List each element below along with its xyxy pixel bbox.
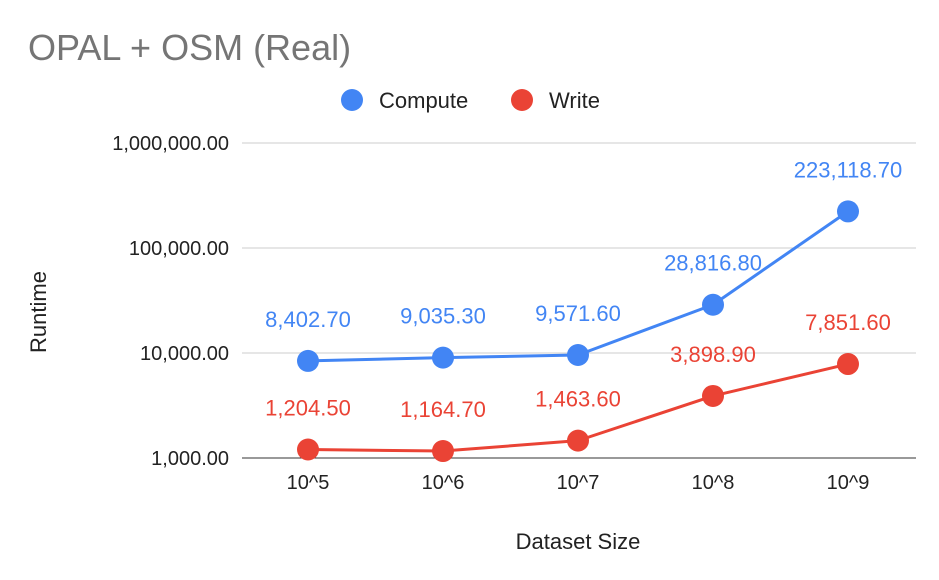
legend-label-compute: Compute	[379, 88, 468, 113]
legend-marker-compute	[341, 89, 363, 111]
data-label-write: 3,898.90	[670, 342, 756, 367]
data-point-write[interactable]	[837, 353, 859, 376]
series-layer	[297, 200, 859, 463]
data-point-compute[interactable]	[702, 293, 724, 316]
data-point-write[interactable]	[297, 438, 319, 461]
series-line-compute	[307, 210, 849, 363]
data-label-write: 1,164.70	[400, 397, 486, 422]
x-axis-ticks: 10^5 10^6 10^7 10^8 10^9	[287, 472, 870, 494]
x-tick-label: 10^8	[692, 472, 735, 494]
data-point-write[interactable]	[432, 440, 454, 463]
data-point-write[interactable]	[702, 384, 724, 407]
x-axis-title: Dataset Size	[516, 529, 641, 554]
x-tick-label: 10^6	[422, 472, 465, 494]
data-label-write: 1,204.50	[265, 396, 351, 421]
data-label-compute: 8,402.70	[265, 307, 351, 332]
legend[interactable]: Compute Write	[341, 88, 600, 113]
data-label-compute: 9,035.30	[400, 304, 486, 329]
legend-item-compute[interactable]: Compute	[341, 88, 468, 113]
data-point-compute[interactable]	[837, 200, 859, 223]
data-label-compute: 28,816.80	[664, 251, 762, 276]
y-tick-label: 10,000.00	[140, 343, 229, 365]
legend-marker-write	[511, 89, 533, 111]
data-labels: 8,402.70 9,035.30 9,571.60 28,816.80 223,118…	[265, 157, 902, 422]
x-tick-label: 10^5	[287, 472, 330, 494]
data-point-compute[interactable]	[567, 343, 589, 366]
y-tick-label: 1,000.00	[151, 448, 229, 470]
data-label-compute: 9,571.60	[535, 301, 621, 326]
data-point-write[interactable]	[567, 429, 589, 452]
legend-label-write: Write	[549, 88, 600, 113]
x-tick-label: 10^9	[827, 472, 870, 494]
data-point-compute[interactable]	[297, 349, 319, 372]
x-tick-label: 10^7	[557, 472, 600, 494]
series-compute	[297, 200, 859, 372]
legend-item-write[interactable]: Write	[511, 88, 600, 113]
data-point-compute[interactable]	[432, 346, 454, 369]
y-tick-label: 100,000.00	[129, 238, 229, 260]
data-label-compute: 223,118.70	[794, 157, 902, 182]
data-label-write: 1,463.60	[535, 387, 621, 412]
series-write	[297, 353, 859, 463]
data-label-write: 7,851.60	[805, 310, 891, 335]
gridlines	[242, 142, 916, 459]
y-axis-title: Runtime	[26, 271, 51, 353]
y-tick-label: 1,000,000.00	[112, 133, 229, 155]
chart-title: OPAL + OSM (Real)	[28, 27, 351, 68]
y-axis-ticks: 1,000.00 10,000.00 100,000.00 1,000,000.00	[112, 133, 229, 470]
